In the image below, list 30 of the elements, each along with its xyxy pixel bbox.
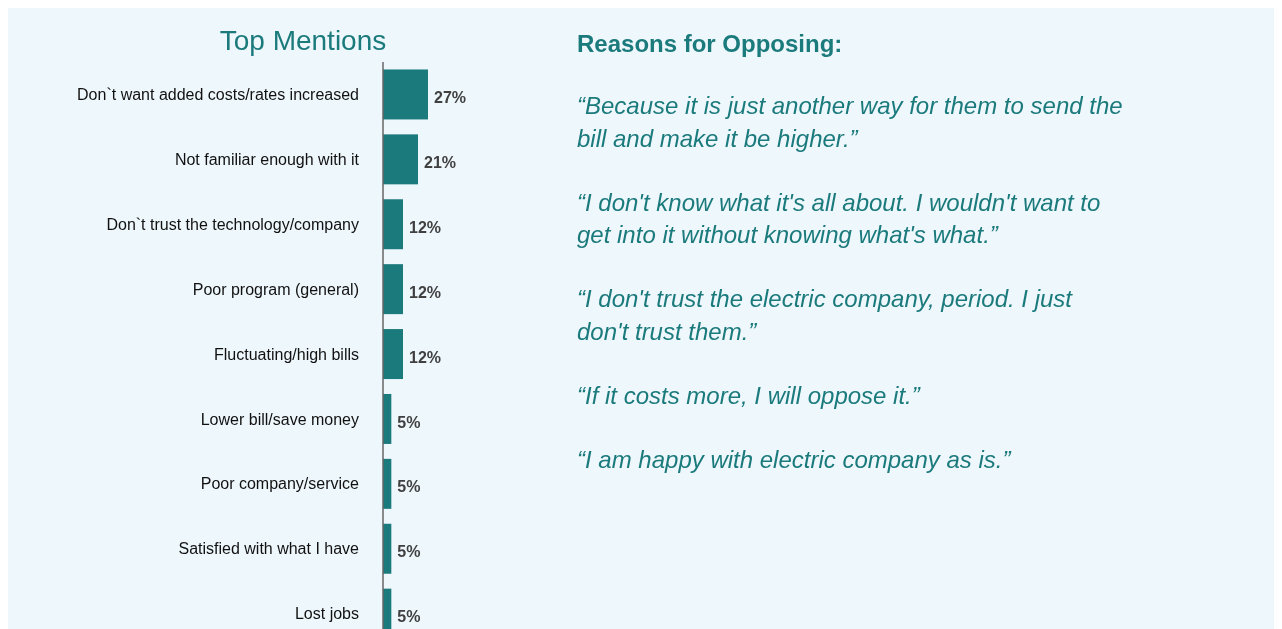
text: “I am happy with electric company as is.” — [577, 445, 1012, 473]
category-label: Poor program (general) — [192, 280, 359, 298]
bar — [383, 134, 418, 185]
category-label: Lost jobs — [294, 605, 359, 623]
category-label: Lower bill/save money — [200, 410, 359, 428]
text: “I don't trust the electric company, period. I just don't trust them.” — [577, 285, 1074, 345]
bar — [383, 69, 428, 120]
chart-title: Top Mentions — [219, 25, 387, 56]
text: “Because it is just another way for them to send the bill and make it be higher.” — [577, 92, 1123, 152]
data-label: 5% — [397, 608, 421, 626]
data-label: 27% — [434, 89, 467, 107]
bar — [383, 199, 403, 250]
text: “If it costs more, I will oppose it.” — [577, 381, 921, 409]
category-label: Don`t want added costs/rates increased — [77, 86, 359, 104]
data-label: 12% — [409, 218, 442, 236]
category-label: Fluctuating/high bills — [214, 345, 359, 363]
data-label: 5% — [397, 413, 421, 431]
data-label: 12% — [409, 283, 442, 301]
text: Reasons for Opposing: — [577, 30, 843, 57]
data-label: 12% — [409, 348, 442, 366]
data-label: 5% — [397, 543, 421, 561]
category-label: Poor company/service — [200, 475, 359, 493]
data-label: 5% — [397, 478, 421, 496]
bar — [383, 329, 403, 380]
text: “I don't know what it's all about. I wouldn't want to get into it without knowing what's what.” — [577, 188, 1101, 249]
data-label: 21% — [424, 153, 457, 171]
category-label: Not familiar enough with it — [174, 150, 359, 168]
bar — [383, 264, 403, 315]
category-label: Satisfied with what I have — [178, 540, 359, 558]
category-label: Don`t trust the technology/company — [106, 215, 359, 233]
